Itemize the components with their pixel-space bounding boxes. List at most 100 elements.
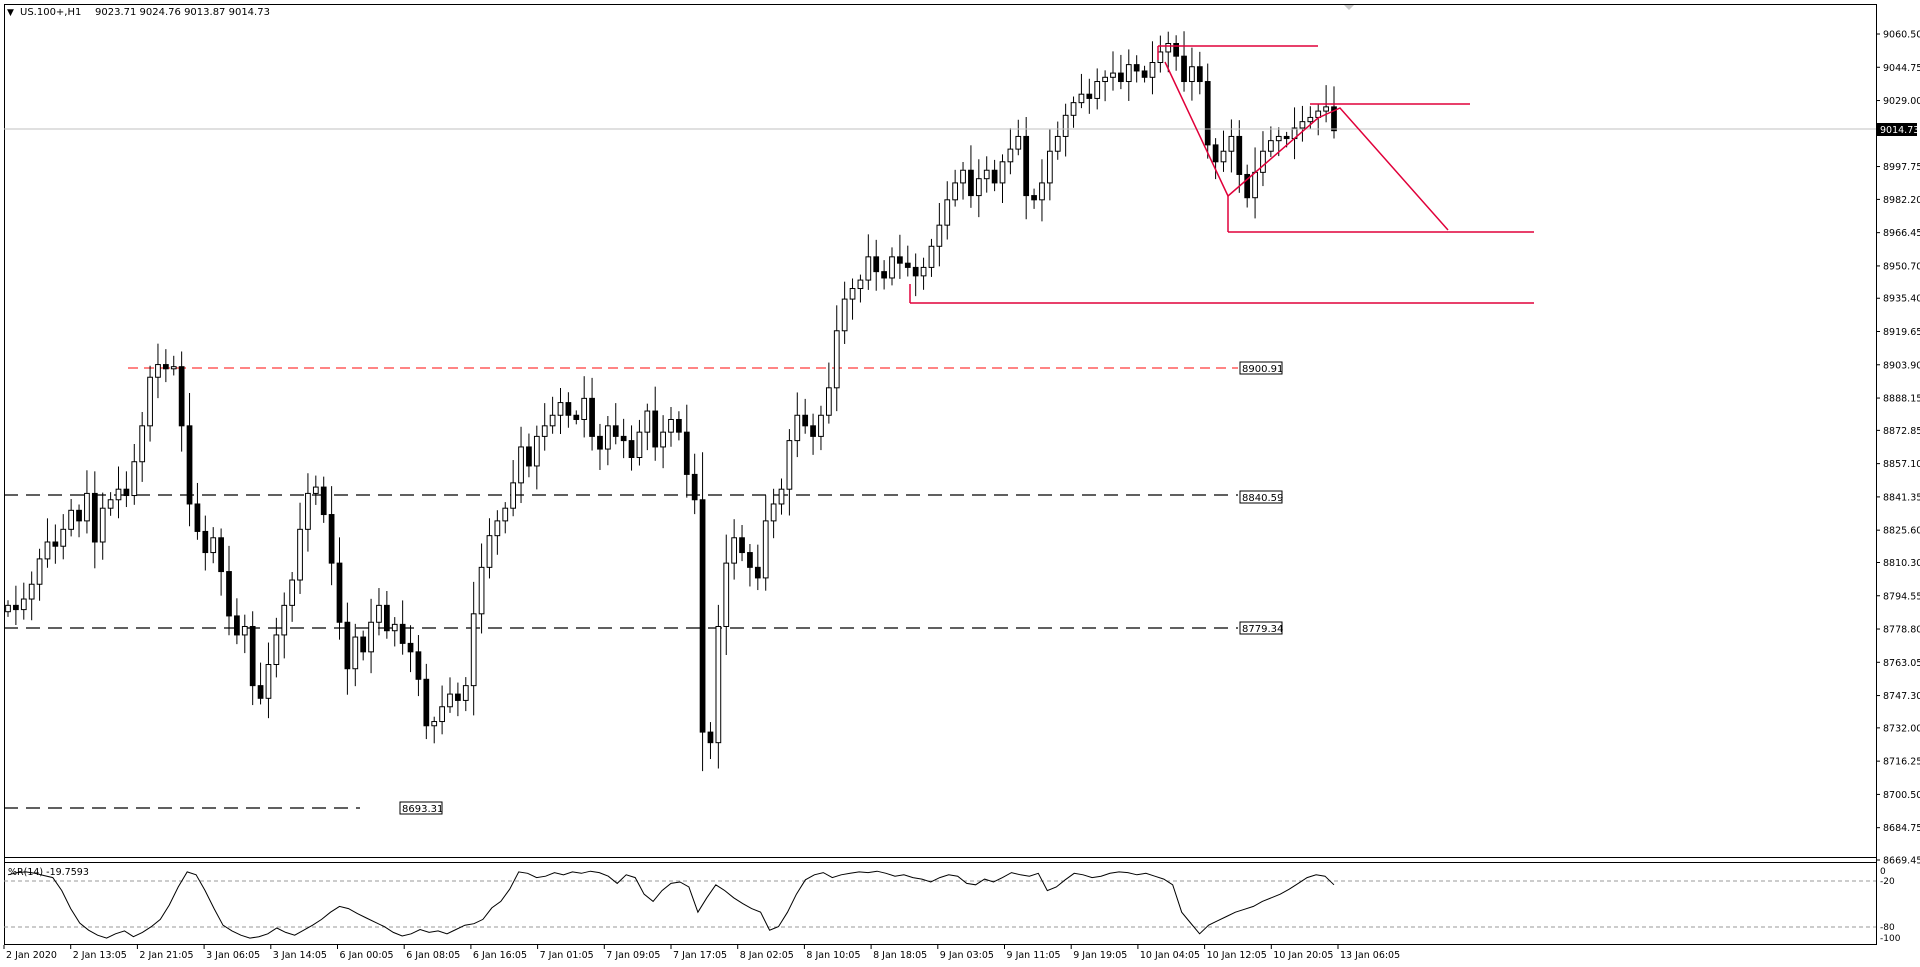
candle-body-bull [147,376,153,427]
candle [999,154,1006,203]
candle [557,388,564,435]
candle [344,602,351,695]
candle-body-bull [1275,135,1282,142]
candle-body-bull [241,625,248,636]
candle [399,600,406,655]
candle [13,585,19,626]
candle [565,392,572,428]
candle-body-bear [1031,195,1037,201]
candle [1220,130,1227,172]
pattern-drawings[interactable] [909,45,1534,304]
candle-body-bull [20,598,27,611]
candle-body-bull [818,414,824,437]
candle [1291,107,1298,160]
pattern-projection-path[interactable] [1164,61,1449,231]
candle-body-bull [99,507,106,543]
candle [139,411,146,482]
time-axis: 2 Jan 2020 2 Jan 13:05 2 Jan 21:05 3 Jan 06… [3,945,1400,961]
candle [628,425,635,471]
candle [1331,86,1337,139]
candle [1260,131,1266,187]
williams-r-line [7,870,1335,939]
price-tick-label: 8732.00 [1883,723,1920,734]
candle-body-bear [873,256,880,273]
candle [573,410,580,425]
candle-body-bull [928,245,935,268]
price-tick-label: 8966.45 [1883,228,1920,239]
time-tick-label: 9 Jan 03:05 [940,950,994,961]
candle [84,470,90,534]
candle-body-bull [115,488,122,501]
candle-body-bull [1094,81,1101,99]
price-tick-label: 8825.60 [1883,526,1920,537]
candle [991,159,998,192]
candle-body-bear [628,440,635,459]
time-tick-label: 8 Jan 02:05 [740,950,794,961]
candle-body-bull [533,435,540,467]
candle [494,510,501,555]
candle-body-bull [486,535,493,568]
candle-body-bear [455,693,461,701]
candle [739,524,745,562]
indicator-title: %R(14) -19.7593 [8,867,89,878]
candle [889,247,895,286]
candle-body-bull [549,414,556,427]
candle [1023,117,1030,220]
candle [320,476,327,523]
time-tick-label: 3 Jan 06:05 [206,950,260,961]
scroll-marker-icon[interactable] [1344,5,1354,10]
candle-body-bull [1110,72,1116,78]
candle [668,407,674,447]
candle [1039,159,1045,222]
candle-body-bear [597,435,603,450]
time-tick-label: 7 Jan 01:05 [540,950,594,961]
candle [470,581,477,716]
candle [312,475,319,505]
candle [415,635,422,697]
candle [1070,96,1077,128]
candle [1173,35,1180,71]
candle [431,716,438,744]
candle [715,604,722,769]
candle [1204,63,1211,159]
candle-body-bull [865,256,872,281]
candle [447,677,453,713]
triangle-down-icon[interactable]: ▼ [7,8,14,18]
candle-body-bear [612,425,619,437]
candle [36,548,43,601]
candle-body-bear [991,169,998,184]
candle-body-bull [1015,135,1022,150]
candle-body-bull [786,440,793,490]
symbol-label: US.100+,H1 [20,7,81,18]
time-tick-label: 6 Jan 16:05 [473,950,527,961]
indicator-scale-0: 0 [1880,867,1886,877]
candle [770,488,777,539]
candle [1181,31,1187,92]
candle [604,416,611,466]
candle-body-bull [1165,43,1172,53]
candle [91,471,98,569]
level-label-4-text: 8693.31 [402,804,443,815]
candle-body-bull [478,566,485,615]
candle [944,181,951,240]
candle [983,156,990,193]
candle [802,398,809,434]
price-axis: 9060.50 9044.75 9029.00 8997.75 8982.20 8966.… [1876,30,1920,867]
candle-body-bear [881,271,887,279]
candle [1054,121,1061,160]
candle-body-bear [676,418,682,433]
candle-body-bull [975,178,982,197]
candle-body-bear [194,503,201,532]
candle-body-bull [470,613,477,687]
candle-body-bear [257,685,264,699]
candle-body-bull [60,528,67,547]
candle-body-bear [186,425,193,505]
candle [99,492,106,560]
candle [360,630,367,661]
candle [423,663,430,740]
candle [1062,103,1069,157]
candle-body-bear [226,571,232,617]
candle-body-bear [234,615,240,636]
candle [218,528,224,596]
candle [44,518,51,568]
